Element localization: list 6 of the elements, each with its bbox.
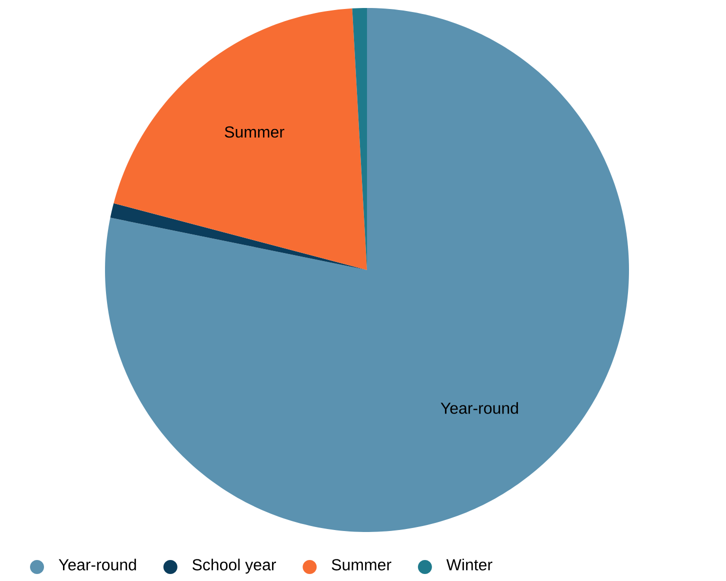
- slice-label: Year-round: [440, 402, 518, 414]
- legend-label: School year: [192, 558, 276, 574]
- legend-label: Year-round: [58, 558, 136, 570]
- legend-label: Summer: [332, 559, 392, 570]
- slice-label: Summer: [224, 126, 284, 138]
- legend-label: Winter: [446, 558, 492, 570]
